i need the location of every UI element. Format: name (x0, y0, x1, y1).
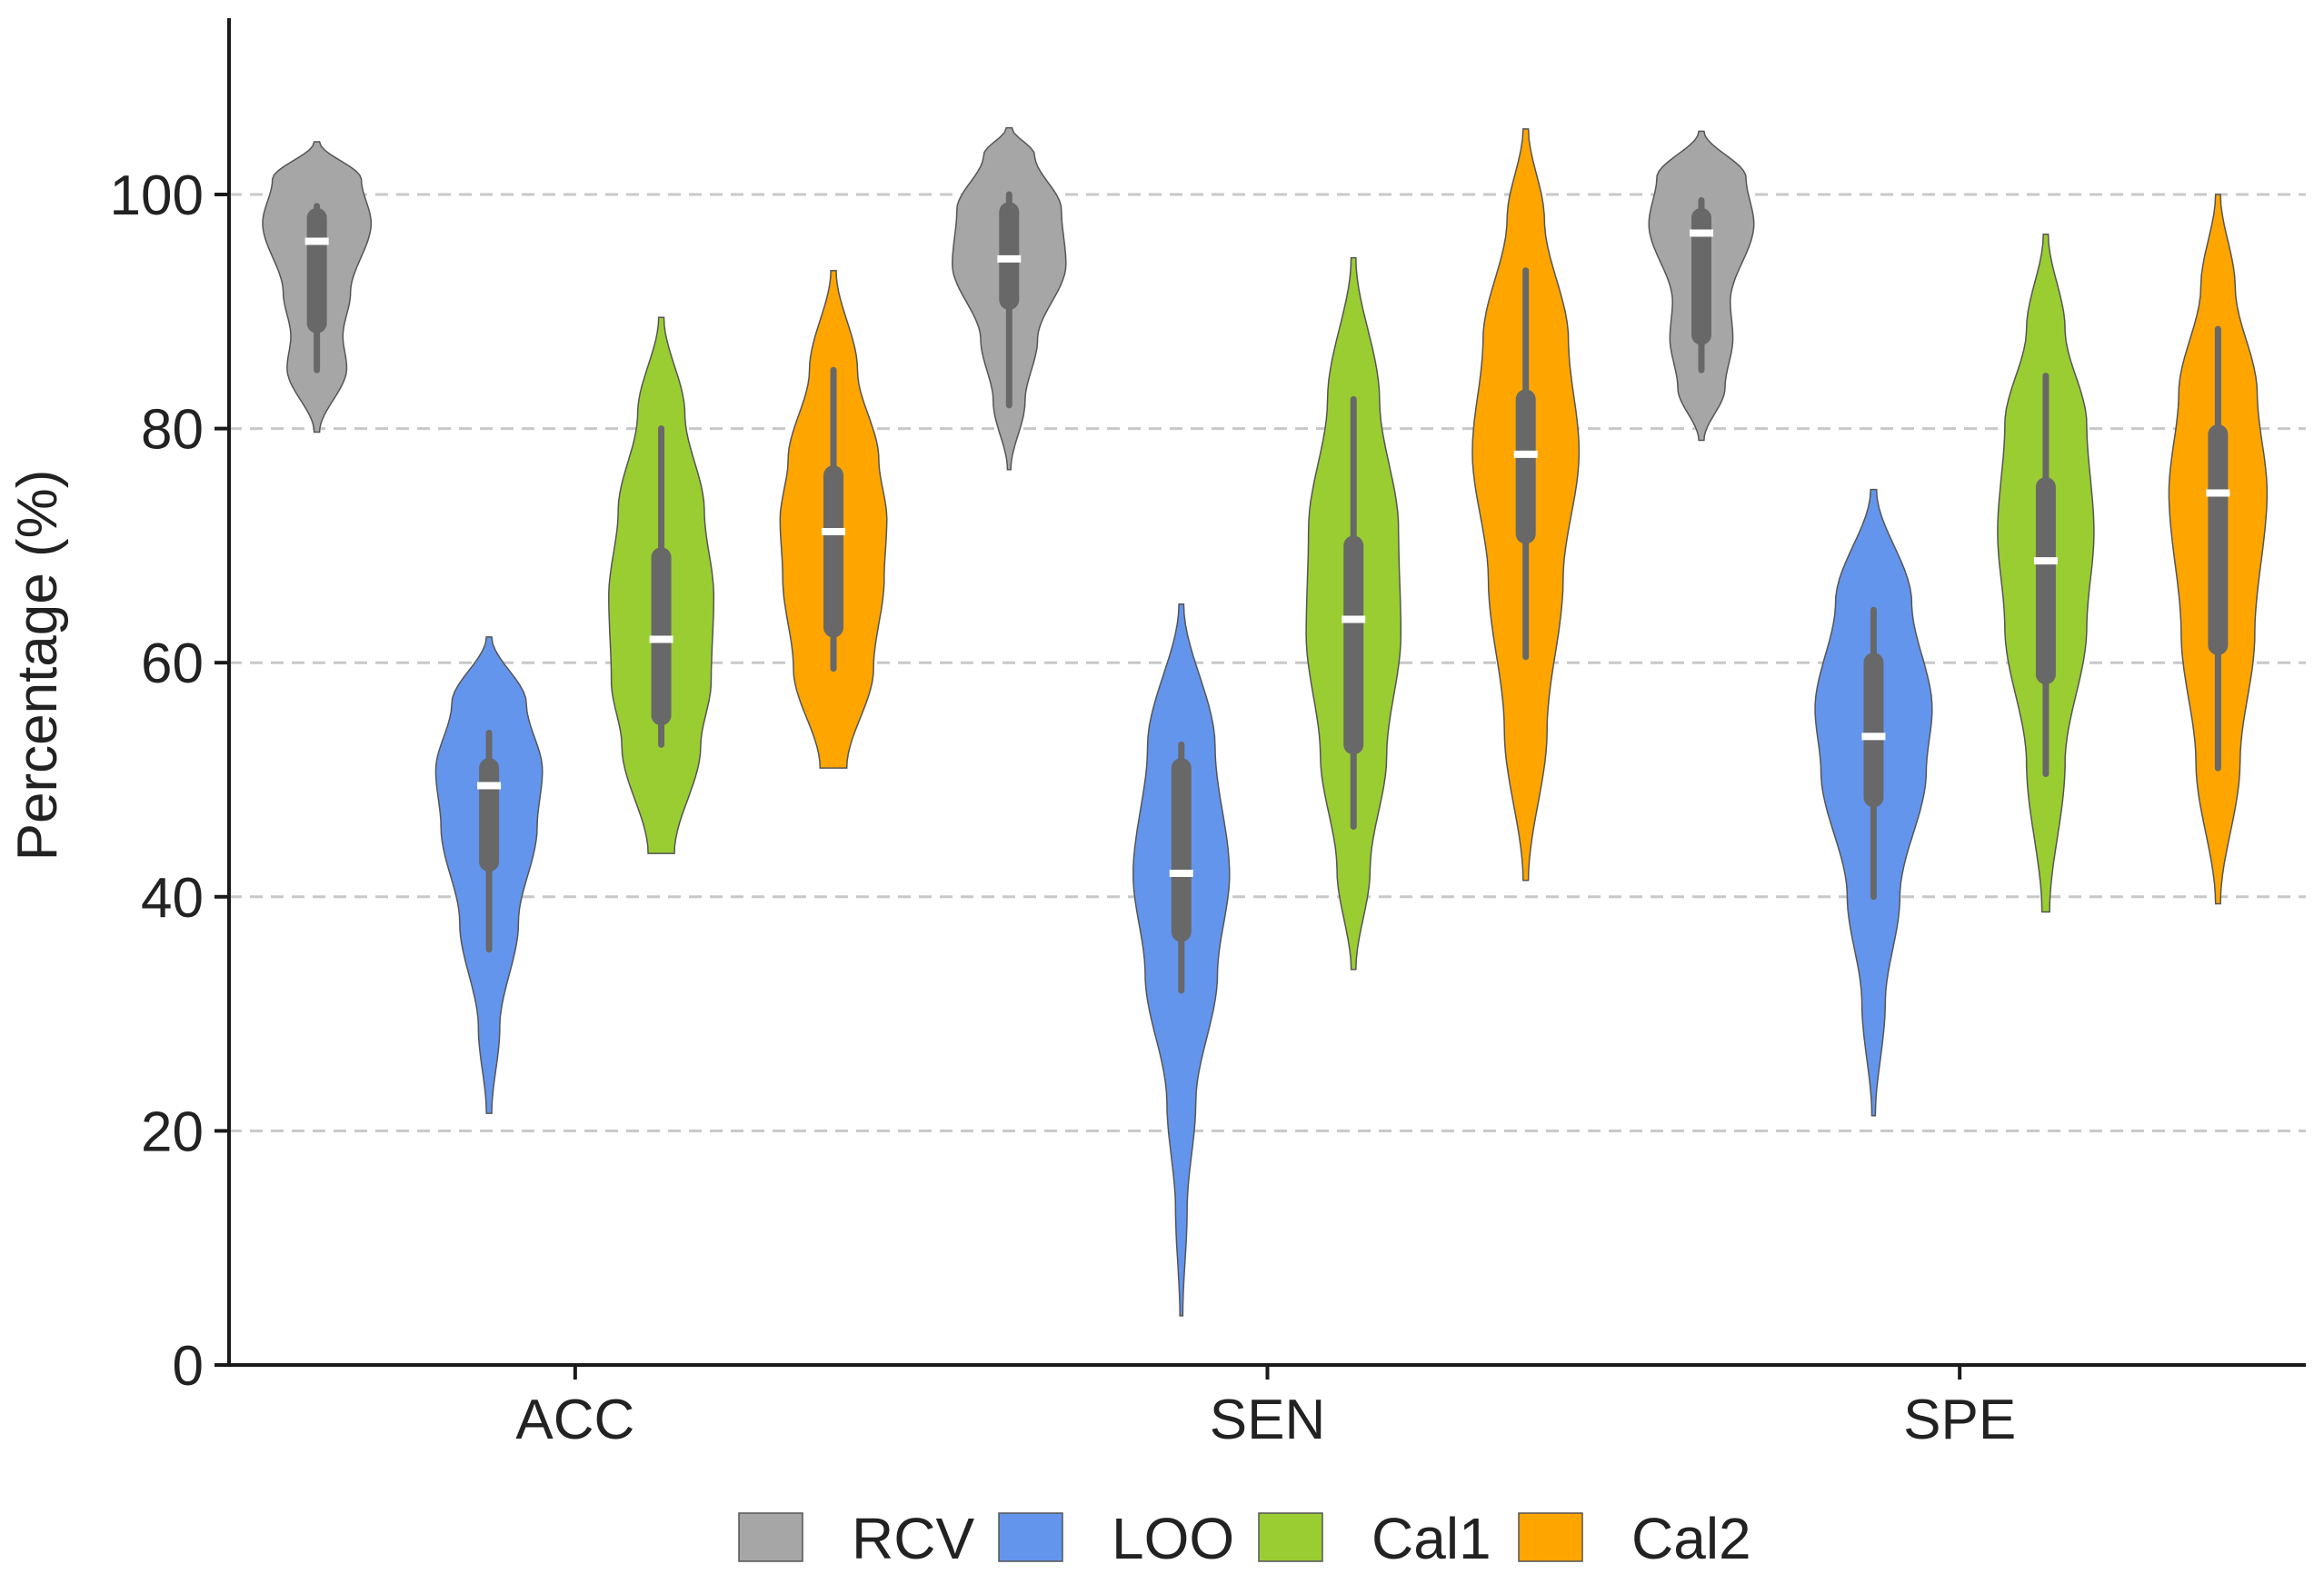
legend-swatch-cal1 (1258, 1512, 1323, 1562)
y-axis-title: Percentage (%) (6, 470, 69, 862)
violin-rcv-spe (1648, 130, 1755, 442)
y-tick-label: 0 (173, 1335, 204, 1398)
y-tick-label: 100 (110, 164, 204, 227)
legend-swatch-rcv (738, 1512, 803, 1562)
grid-lines (229, 193, 2306, 1132)
legend-label-rcv: RCV (852, 1506, 974, 1571)
violin-loo-acc (434, 636, 544, 1114)
violin-cal2-spe (2168, 194, 2269, 905)
y-ticks: 0 20 40 60 80 100 (110, 164, 229, 1398)
legend: RCV LOO Cal1 Cal2 (738, 1506, 1751, 1571)
violin-cal2-sen (1471, 128, 1581, 882)
x-tick-label-spe: SPE (1903, 1389, 2016, 1451)
violin-cal1-acc (608, 316, 715, 854)
violin-rcv-sen (952, 126, 1067, 471)
violin-rcv-acc (262, 141, 373, 433)
legend-label-cal1: Cal1 (1371, 1506, 1491, 1571)
y-tick-label: 60 (141, 633, 204, 695)
violins (262, 126, 2269, 1317)
axes (227, 18, 2306, 1367)
legend-swatch-loo (998, 1512, 1063, 1562)
legend-label-loo: LOO (1112, 1506, 1234, 1571)
violin-cal1-spe (1997, 234, 2095, 913)
x-tick-label-sen: SEN (1210, 1389, 1325, 1451)
legend-swatch-cal2 (1518, 1512, 1583, 1562)
legend-label-cal2: Cal2 (1631, 1506, 1751, 1571)
x-tick-label-acc: ACC (515, 1389, 634, 1451)
y-tick-label: 40 (141, 867, 204, 930)
violin-cal2-acc (779, 269, 888, 769)
violin-loo-spe (1814, 488, 1933, 1117)
violin-cal1-sen (1305, 256, 1402, 971)
y-tick-label: 20 (141, 1101, 204, 1163)
x-ticks: ACC SEN SPE (515, 1365, 2016, 1451)
y-tick-label: 80 (141, 399, 204, 462)
violin-loo-sen (1132, 603, 1231, 1317)
